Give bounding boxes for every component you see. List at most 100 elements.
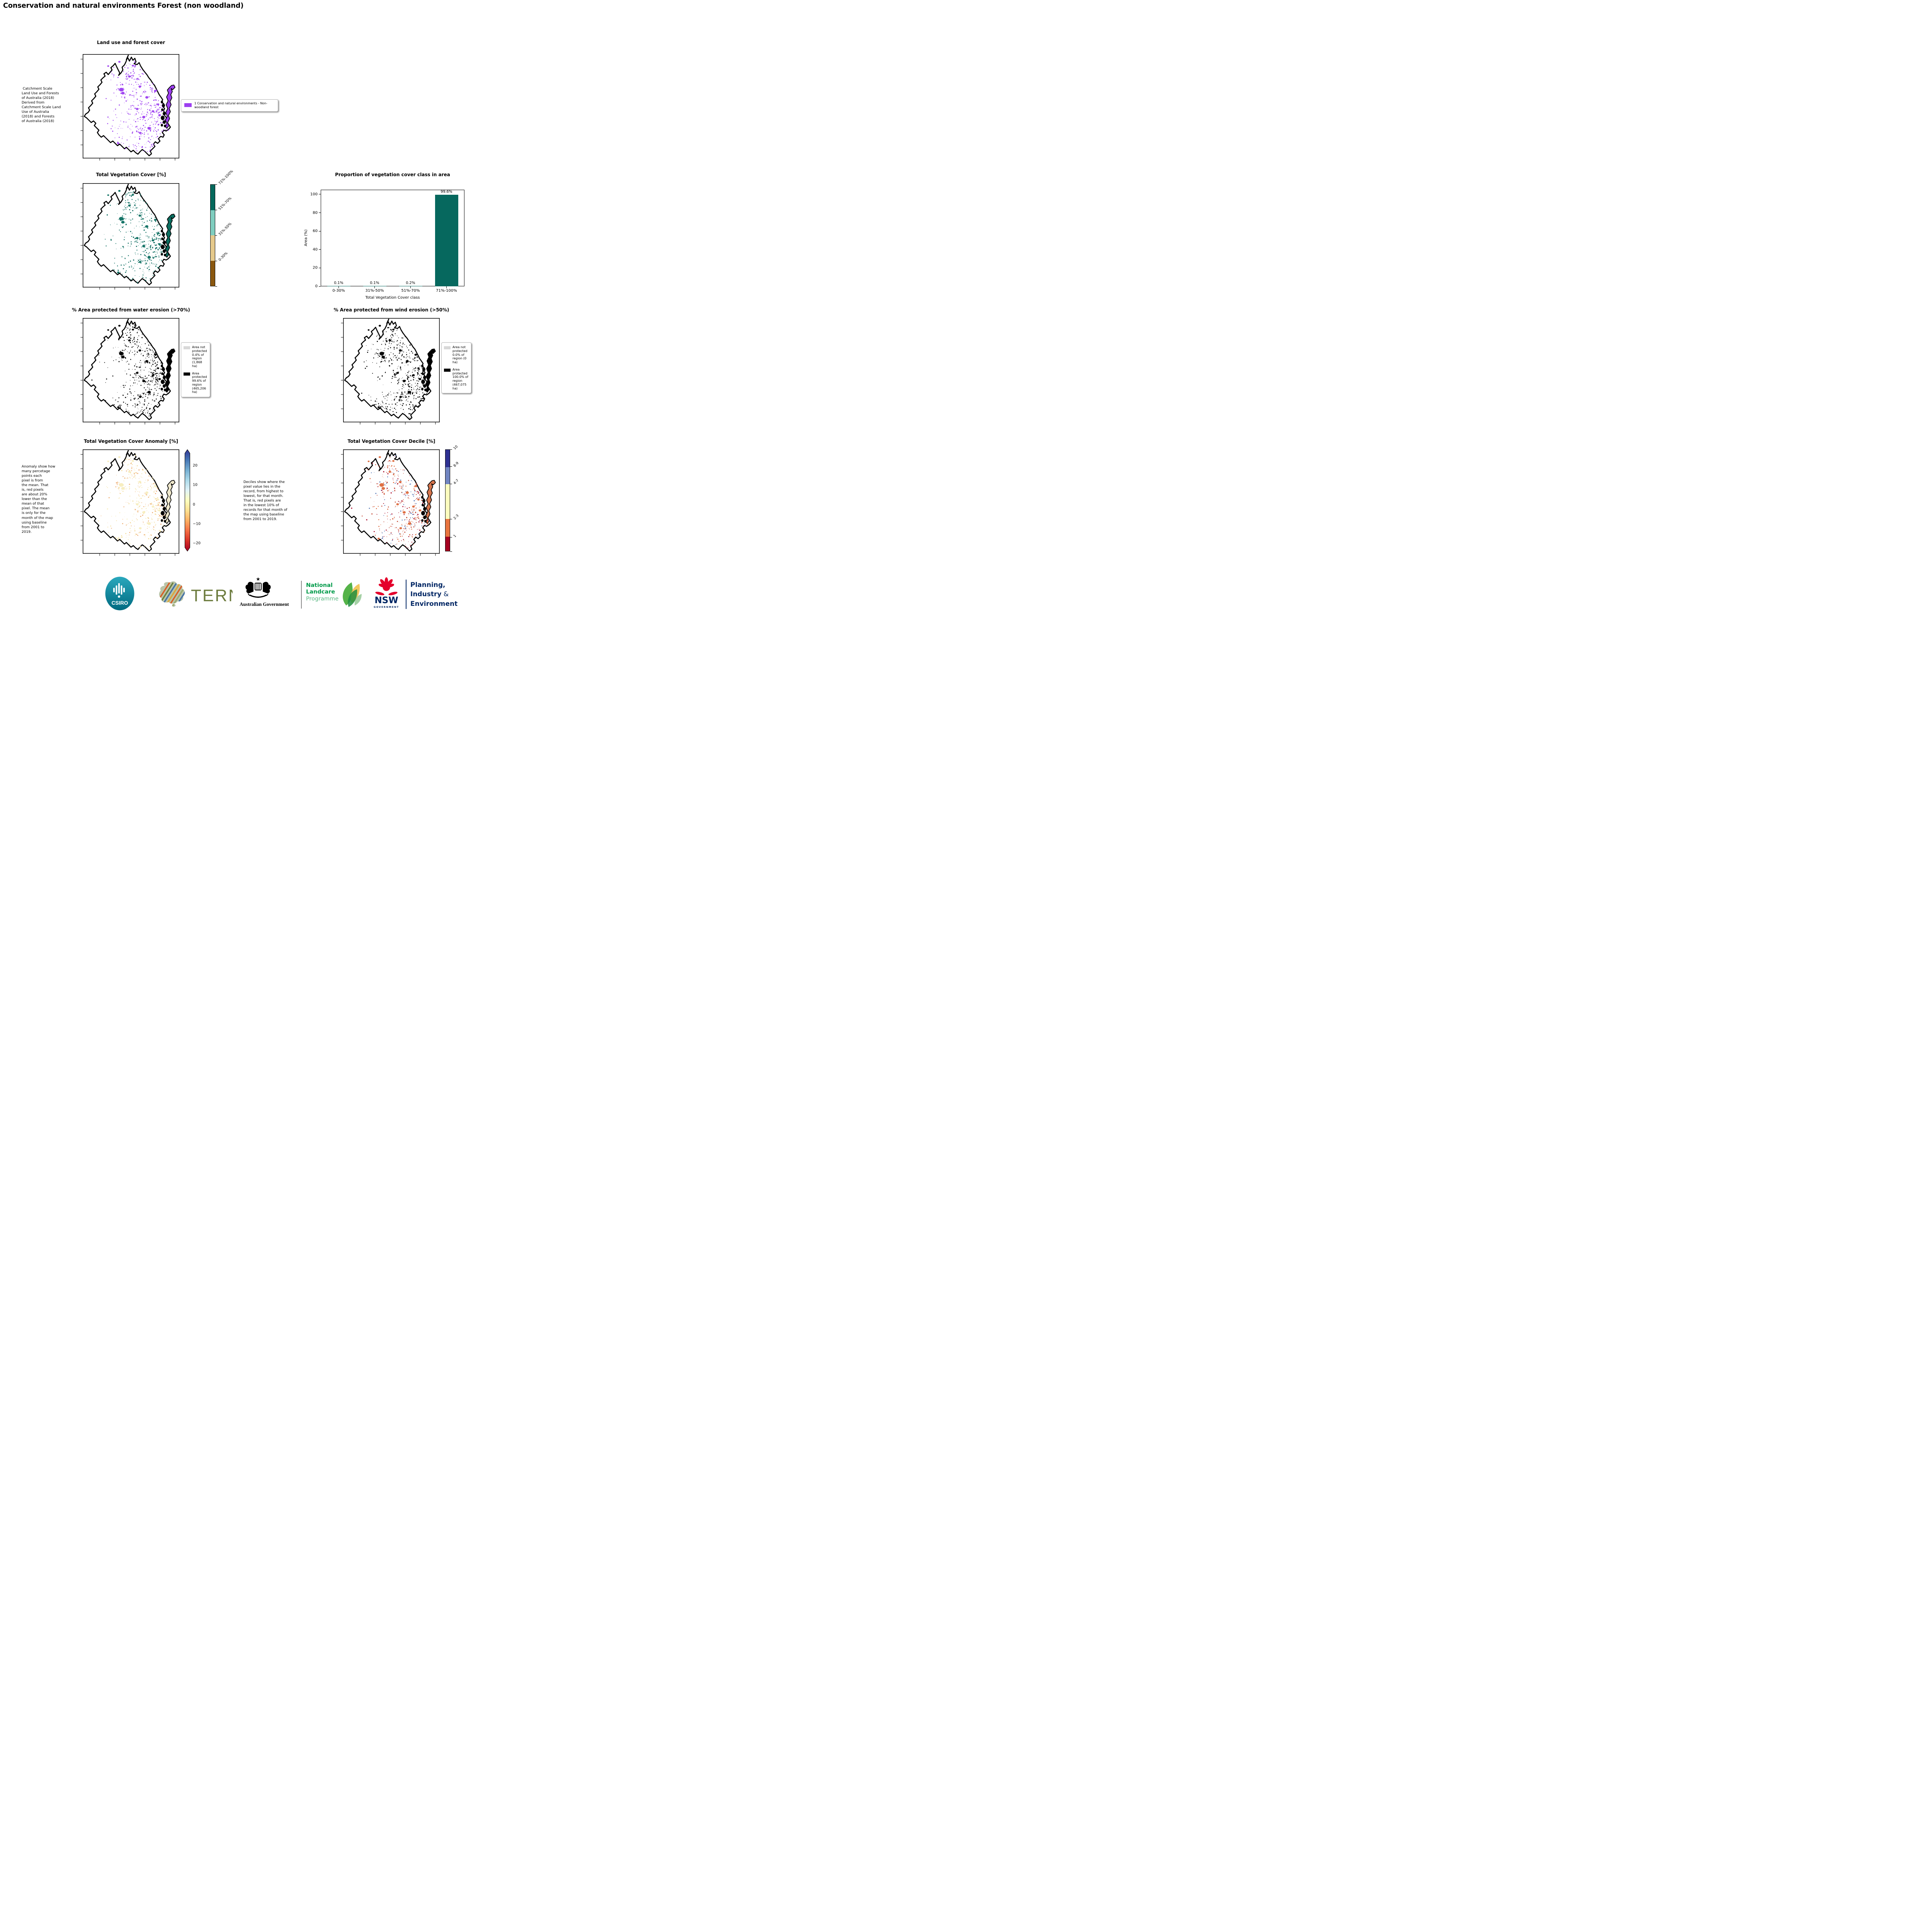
decile-colorbar-tick — [450, 466, 452, 467]
anomaly-colorbar-ticklabel: −20 — [193, 541, 201, 546]
dept-logo-text: Planning, Industry & Environment — [410, 580, 457, 609]
panel-title-decile: Total Vegetation Cover Decile [%] — [347, 439, 435, 444]
raster-speckles — [98, 59, 169, 152]
chart-ytick-label: 40 — [313, 247, 318, 252]
nsw-waratah-icon — [375, 577, 398, 595]
legend-swatch — [444, 368, 451, 372]
anomaly-colorbar-ticklabel: 20 — [193, 463, 198, 468]
vegcover-colorbar-tick — [215, 184, 217, 185]
chart-xtick-label: 31%-50% — [365, 289, 384, 293]
legend-entry: Area protected 99.6% of region (465,206 … — [184, 372, 207, 395]
vegcover-colorbar-tick — [215, 235, 217, 236]
bar-value-label: 0.1% — [334, 281, 344, 286]
landcare-leaves-icon — [343, 582, 362, 607]
bar — [435, 194, 458, 286]
legend-swatch — [444, 346, 451, 349]
bar-value-label: 0.2% — [406, 281, 415, 286]
chart-ytick-label: 0 — [315, 284, 318, 289]
anomaly-colorbar-ticklabel: −10 — [193, 522, 201, 526]
chart-ytick-label: 80 — [313, 211, 318, 215]
coastal-spit — [165, 480, 175, 524]
legend-label: Area not protected 0.4% of region (1,868… — [192, 345, 207, 368]
coastal-spit — [165, 85, 175, 129]
vegcover-colorbar-segment — [211, 235, 215, 261]
dept-ampersand: & — [441, 590, 449, 599]
map-axis-ticks — [80, 188, 175, 290]
chart-ytick-label: 60 — [313, 229, 318, 233]
tern-logo-text: TERN — [191, 586, 233, 605]
chart-xtick — [446, 286, 447, 288]
map-vegcover — [80, 183, 179, 290]
raster-blobs — [107, 456, 161, 540]
panel-title-landuse: Land use and forest cover — [97, 40, 165, 45]
landcare-logo-text: National Landcare Programme — [306, 582, 338, 602]
raster-blobs — [107, 190, 161, 274]
footer-divider-1 — [301, 581, 302, 609]
australian-government-label: Australian Government — [240, 602, 289, 607]
vegcover-colorbar-segment — [211, 185, 215, 210]
water-erosion-legend: Area not protected 0.4% of region (1,868… — [181, 342, 210, 397]
map-axis-ticks — [341, 323, 436, 425]
map-landuse — [80, 54, 179, 161]
wind-erosion-legend: Area not protected 0.0% of region (0 ha)… — [441, 342, 471, 394]
chart-ytick-label: 20 — [313, 265, 318, 270]
anomaly-colorbar — [185, 449, 190, 551]
raster-speckles — [351, 455, 430, 548]
legend-entry: Area not protected 0.0% of region (0 ha) — [444, 345, 469, 364]
legend-swatch — [184, 346, 190, 349]
decile-colorbar-tick — [450, 551, 452, 552]
coastal-spit — [425, 480, 436, 524]
panel-title-water-erosion: % Area protected from water erosion (>70… — [72, 307, 190, 313]
decile-colorbar-segment — [446, 467, 450, 485]
map-axis-ticks — [341, 454, 436, 556]
map-axis-ticks — [80, 323, 175, 425]
anomaly-colorbar-ticklabel: 10 — [193, 483, 198, 487]
chart-ytick-label: 100 — [310, 192, 318, 197]
catchment-boundary — [344, 318, 432, 420]
svg-text:★: ★ — [256, 577, 260, 582]
map-axis-ticks — [80, 454, 175, 556]
landcare-line-1: National — [306, 582, 333, 588]
legend-entry: Area protected 100.0% of region (467,075… — [444, 368, 469, 391]
panel-title-proportion-chart: Proportion of vegetation cover class in … — [335, 172, 450, 177]
vegcover-colorbar-segment — [211, 210, 215, 235]
raster-blobs — [107, 61, 161, 145]
raster-blobs — [367, 456, 422, 540]
map-axis-ticks — [80, 59, 175, 161]
legend-entry: Area not protected 0.4% of region (1,868… — [184, 345, 207, 368]
landcare-line-2: Landcare — [306, 589, 335, 595]
chart-xtick — [410, 286, 411, 288]
anomaly-colorbar-ticklabel: 0 — [193, 502, 196, 507]
chart-ytick — [319, 249, 321, 250]
chart-xtick — [338, 286, 339, 288]
landuse-legend-label: 1 Conservation and natural environments … — [194, 102, 267, 109]
dept-line-2: Industry & — [410, 590, 449, 599]
nsw-government-label: GOVERNMENT — [374, 606, 399, 609]
map-wind-erosion — [341, 318, 440, 425]
csiro-logo-icon: CSIRO — [105, 577, 134, 611]
catchment-boundary — [344, 450, 432, 552]
panel-title-vegcover: Total Vegetation Cover [%] — [96, 172, 166, 177]
chart-xtick-label: 71%-100% — [436, 289, 457, 293]
panel-title-anomaly: Total Vegetation Cover Anomaly [%] — [84, 439, 178, 444]
landuse-legend: 1 Conservation and natural environments … — [181, 99, 278, 112]
tern-logo-icon: TERN — [159, 581, 233, 607]
landuse-legend-swatch — [184, 103, 192, 107]
chart-xtick-label: 0-30% — [332, 289, 345, 293]
coastal-spit — [165, 214, 175, 258]
legend-label: Area protected 100.0% of region (467,075… — [452, 367, 468, 390]
coast-dark-patches — [421, 364, 427, 391]
chart-ytick — [319, 286, 321, 287]
nsw-logo-text: NSW — [374, 595, 398, 605]
legend-swatch — [184, 372, 190, 376]
raster-blobs — [107, 325, 161, 408]
raster-blobs — [367, 325, 422, 408]
decile-colorbar-segment — [446, 484, 450, 519]
legend-label: Area protected 99.6% of region (465,206 … — [192, 371, 207, 394]
anomaly-note: Anomaly show how many percetage points e… — [22, 465, 56, 534]
decile-colorbar — [445, 449, 450, 551]
vegcover-colorbar — [210, 184, 215, 286]
map-water-erosion — [80, 318, 179, 425]
raster-speckles — [98, 455, 171, 551]
vegcover-colorbar-segment — [211, 260, 215, 286]
